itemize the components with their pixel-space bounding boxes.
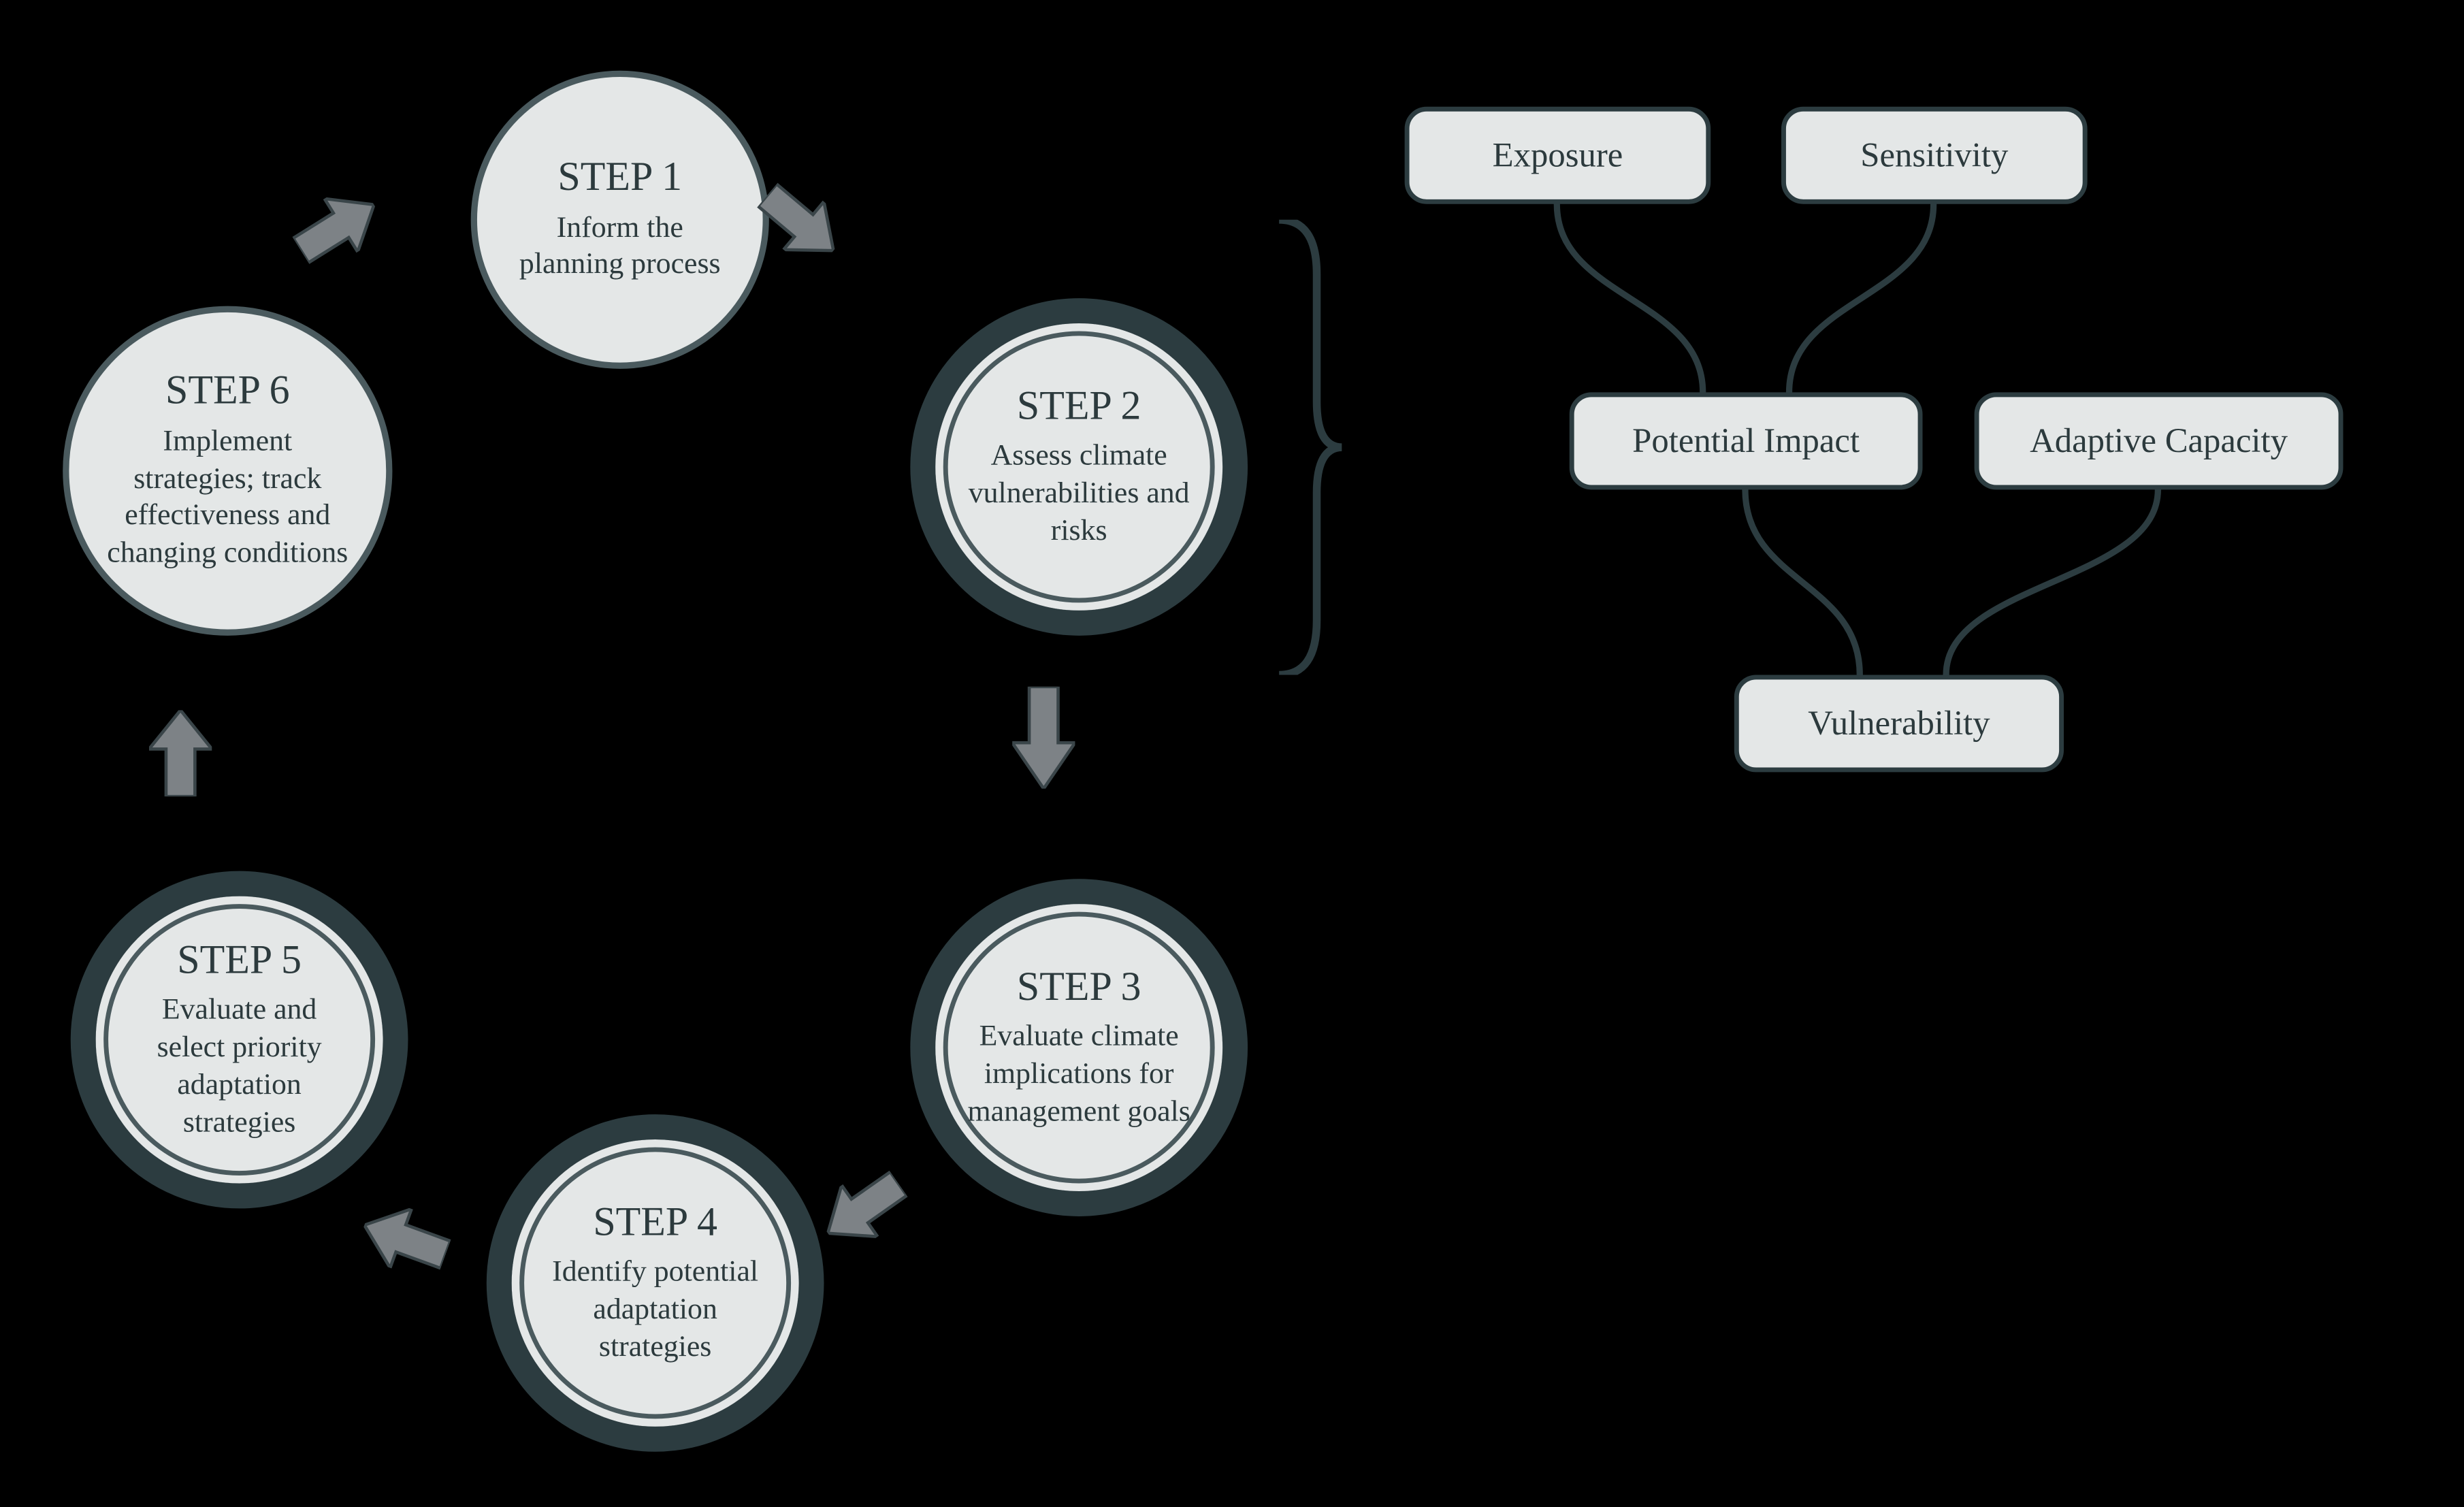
flow-connectors — [0, 0, 2464, 1507]
